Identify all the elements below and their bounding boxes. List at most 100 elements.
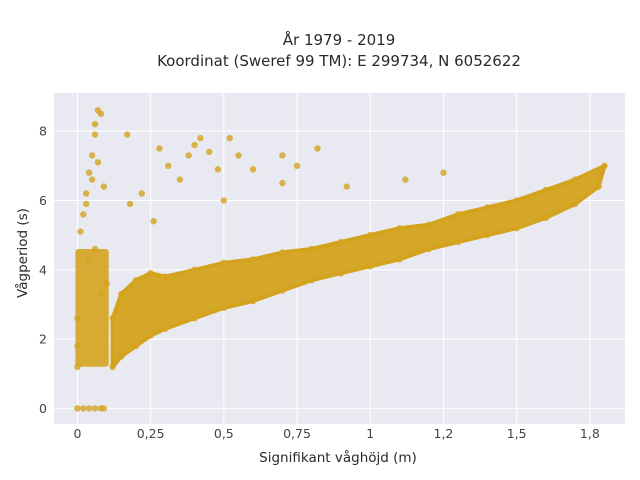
y-tick-label: 8 xyxy=(39,124,47,139)
data-point xyxy=(601,162,608,169)
data-point xyxy=(132,277,140,284)
data-point xyxy=(279,287,286,294)
x-tick-label: 0 xyxy=(73,426,81,441)
data-point xyxy=(402,176,409,183)
data-point xyxy=(235,152,242,159)
data-point xyxy=(97,110,105,118)
data-point xyxy=(191,315,198,322)
x-tick-label: 0,25 xyxy=(137,426,165,441)
data-point xyxy=(308,277,315,284)
data-point xyxy=(85,405,93,412)
data-point xyxy=(191,266,198,273)
x-axis-ticks: 0 0,25 0,5 0,75 1 1,2 1,5 1,8 xyxy=(73,426,599,441)
data-point xyxy=(572,200,579,208)
data-point xyxy=(94,159,102,166)
data-point xyxy=(124,131,131,138)
data-point xyxy=(542,186,550,194)
data-point xyxy=(513,197,520,204)
data-point xyxy=(109,363,116,370)
data-point xyxy=(147,332,154,339)
data-point xyxy=(91,405,99,412)
data-point xyxy=(100,183,108,190)
data-point xyxy=(126,200,134,208)
data-point xyxy=(97,290,105,298)
data-point xyxy=(484,204,491,211)
data-point xyxy=(150,218,157,225)
data-point xyxy=(80,211,87,218)
data-point xyxy=(165,162,172,169)
data-point xyxy=(100,405,108,412)
data-point xyxy=(132,342,140,350)
data-point xyxy=(74,315,81,322)
x-tick-label: 1,5 xyxy=(507,426,527,441)
data-point xyxy=(74,363,81,370)
data-point xyxy=(103,280,110,287)
data-point xyxy=(425,245,432,253)
data-point xyxy=(220,304,227,312)
data-point xyxy=(249,166,257,173)
data-point xyxy=(249,256,257,263)
data-point xyxy=(206,148,213,156)
data-point xyxy=(191,141,198,149)
data-point xyxy=(176,176,184,183)
data-point xyxy=(83,200,90,208)
y-tick-label: 6 xyxy=(39,193,47,208)
data-point xyxy=(440,169,447,176)
data-point xyxy=(147,270,154,277)
data-point xyxy=(396,256,403,263)
data-point xyxy=(249,297,257,305)
data-point xyxy=(367,263,374,270)
low-height-cluster xyxy=(75,248,109,367)
data-point xyxy=(138,190,145,197)
y-tick-label: 2 xyxy=(39,332,47,347)
data-point xyxy=(74,342,81,350)
data-point xyxy=(109,315,116,322)
data-point xyxy=(220,259,227,266)
data-point xyxy=(156,145,163,152)
x-tick-label: 1,2 xyxy=(434,426,454,441)
data-points xyxy=(74,107,608,412)
chart-title-line1: År 1979 - 2019 xyxy=(283,30,396,49)
data-point xyxy=(396,225,403,232)
data-point xyxy=(77,228,84,235)
x-tick-label: 0,5 xyxy=(214,426,234,441)
data-point xyxy=(118,290,125,298)
y-axis-label: Vågperiod (s) xyxy=(14,208,31,298)
x-tick-label: 0,75 xyxy=(283,426,311,441)
data-point xyxy=(279,179,286,187)
data-point xyxy=(337,270,345,277)
data-point xyxy=(197,134,204,142)
x-tick-label: 1 xyxy=(366,426,374,441)
x-tick-label: 1,8 xyxy=(580,426,600,441)
data-point xyxy=(220,197,227,204)
data-point xyxy=(595,183,602,190)
data-point xyxy=(80,405,87,412)
data-point xyxy=(513,225,520,232)
y-tick-label: 0 xyxy=(39,401,47,416)
data-point xyxy=(293,162,301,169)
data-point xyxy=(425,221,432,228)
data-point xyxy=(88,152,96,159)
data-point xyxy=(279,249,286,256)
data-point xyxy=(74,405,81,412)
data-point xyxy=(367,231,374,239)
data-point xyxy=(314,145,321,152)
x-axis-label: Signifikant våghöjd (m) xyxy=(259,449,417,466)
y-axis-ticks: 0 2 4 6 8 xyxy=(39,124,47,416)
data-point xyxy=(91,131,99,138)
data-point xyxy=(91,245,99,253)
data-point xyxy=(162,273,169,280)
data-point xyxy=(214,166,222,173)
data-point xyxy=(83,190,90,197)
data-point xyxy=(85,256,93,263)
data-point xyxy=(226,134,233,142)
chart-title-line2: Koordinat (Sweref 99 TM): E 299734, N 60… xyxy=(157,52,521,70)
data-point xyxy=(484,231,491,239)
data-point xyxy=(185,152,192,159)
data-point xyxy=(454,211,462,218)
data-point xyxy=(343,183,350,190)
data-point xyxy=(162,325,169,332)
data-point xyxy=(542,214,550,221)
data-point xyxy=(91,121,99,128)
